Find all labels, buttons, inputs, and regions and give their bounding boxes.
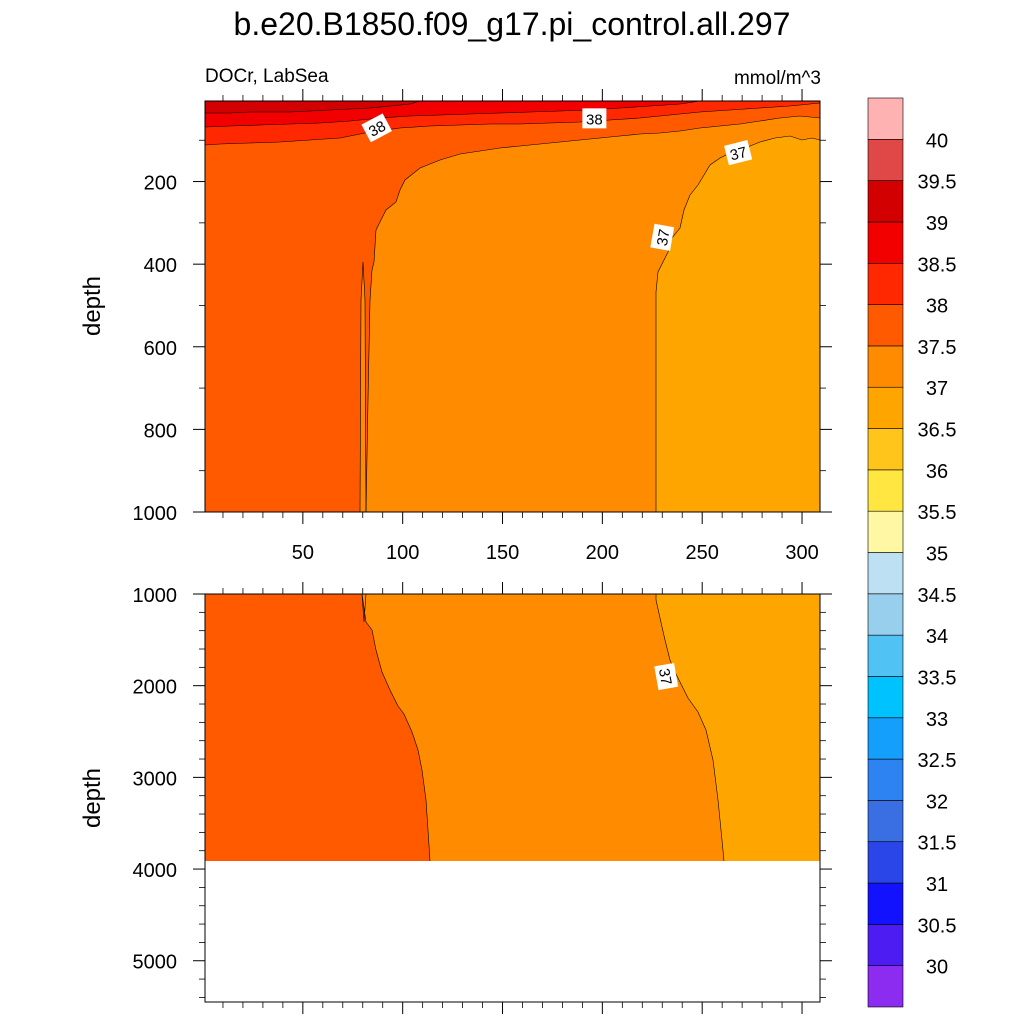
contour-label: 37: [650, 223, 675, 251]
colorbar-swatch: [867, 758, 904, 801]
y-tick-label: 600: [144, 338, 177, 360]
contour-label-text: 38: [586, 111, 603, 128]
colorbar-swatch: [867, 139, 904, 181]
bottom-band-37.5-38: [205, 594, 430, 861]
colorbar-swatch: [867, 717, 904, 760]
colorbar-swatch: [867, 510, 904, 553]
colorbar-level-label: 32.5: [918, 750, 957, 772]
chart-title: b.e20.B1850.f09_g17.pi_control.all.297: [233, 6, 791, 42]
bottom-contour-lines: [361, 594, 725, 862]
colorbar-swatch: [867, 634, 904, 677]
contour-label-text: 38: [366, 118, 389, 141]
colorbar-level-label: 30: [926, 957, 948, 979]
colorbar-level-label: 36: [926, 461, 948, 483]
colorbar-level-label: 35: [926, 544, 948, 566]
bottom-panel-frame: [204, 593, 821, 1003]
contour-label-bg: [654, 662, 679, 691]
colorbar-level-label: 32: [926, 791, 948, 813]
y-tick-label: 800: [144, 420, 177, 442]
contour-label-text: 37: [654, 228, 674, 247]
x-tick-label: 300: [785, 542, 818, 564]
top-y-axis-label: depth: [79, 276, 106, 336]
bottom-contour-labels: 37: [654, 662, 679, 691]
colorbar-swatch: [867, 262, 904, 305]
y-tick-label: 3000: [133, 768, 178, 790]
top-panel-frame: [204, 100, 821, 513]
top-panel-axes: 200 400 600 800 1000 50 100 150 200 250 300: [133, 89, 832, 564]
colorbar-level-label: 33.5: [918, 667, 957, 689]
colorbar-swatch: [867, 593, 904, 636]
colorbar-swatch: [867, 469, 904, 512]
x-tick-label: 100: [386, 542, 419, 564]
colorbar-level-label: 34.5: [918, 585, 957, 607]
colorbar-swatch: [867, 841, 904, 884]
contour-label: 37: [724, 140, 753, 166]
y-tick-label: 5000: [133, 952, 178, 974]
colorbar-swatch: [867, 676, 904, 719]
x-tick-label: 50: [292, 542, 314, 564]
colorbar-level-label: 40: [926, 130, 948, 152]
colorbar-level-label: 39: [926, 213, 948, 235]
colorbar-level-label: 37.5: [918, 337, 957, 359]
ocean-floor-mask: [205, 861, 820, 1002]
colorbar: 30 30.5 31 31.5 32 32.5 33 33.5 34 34.5 35 35.5 36 36…: [867, 97, 957, 1008]
band-39-39.5: [205, 101, 420, 113]
contour-label-bg: [582, 108, 607, 129]
colorbar-swatch: [867, 882, 904, 925]
colorbar-swatch: [867, 965, 904, 1008]
colorbar-swatch: [867, 428, 904, 471]
y-tick-label: 4000: [133, 860, 178, 882]
colorbar-swatch: [867, 386, 904, 429]
colorbar-level-label: 33: [926, 709, 948, 731]
y-tick-label: 1000: [133, 585, 178, 607]
colorbar-swatch: [867, 304, 904, 347]
colorbar-swatch: [867, 552, 904, 595]
colorbar-swatch: [867, 97, 904, 140]
colorbar-level-label: 34: [926, 626, 948, 648]
x-tick-label: 200: [586, 542, 619, 564]
colorbar-level-label: 36.5: [918, 420, 957, 442]
variable-region-label: DOCr, LabSea: [205, 66, 329, 87]
y-tick-label: 400: [144, 255, 177, 277]
colorbar-level-label: 35.5: [918, 502, 957, 524]
colorbar-swatch: [867, 345, 904, 388]
contour-label-bg: [361, 113, 393, 143]
colorbar-level-label: 30.5: [918, 915, 957, 937]
bottom-panel-axes: 1000 2000 3000 4000 5000: [133, 582, 832, 1014]
x-tick-label: 150: [486, 542, 519, 564]
y-tick-label: 1000: [133, 503, 178, 525]
colorbar-level-label: 31.5: [918, 833, 957, 855]
colorbar-swatch: [867, 180, 904, 223]
contour-label: 37: [654, 662, 679, 691]
band-36.5-37: [656, 136, 820, 512]
colorbar-level-label: 38: [926, 296, 948, 318]
contour-label-bg: [650, 223, 675, 251]
bottom-y-axis-label: depth: [79, 768, 106, 828]
colorbar-level-label: 38.5: [918, 254, 957, 276]
bottom-band-36.5-37: [656, 594, 820, 861]
contour-label: 38: [361, 113, 393, 143]
contour-label: 38: [582, 108, 607, 129]
bottom-panel-fills: [205, 594, 820, 1002]
contour-label-text: 37: [655, 667, 675, 686]
colorbar-level-label: 37: [926, 378, 948, 400]
contour-label-bg: [724, 140, 753, 166]
units-label: mmol/m^3: [733, 68, 821, 89]
colorbar-level-label: 39.5: [918, 172, 957, 194]
y-tick-label: 2000: [133, 677, 178, 699]
colorbar-swatch: [867, 924, 904, 966]
top-panel-fills: [205, 101, 820, 512]
y-tick-label: 200: [144, 173, 177, 195]
contour-label-text: 37: [728, 144, 748, 165]
colorbar-level-label: 31: [926, 874, 948, 896]
colorbar-swatch: [867, 800, 904, 843]
x-tick-label: 250: [686, 542, 719, 564]
colorbar-swatch: [867, 221, 904, 264]
band-37-37.5-thin: [360, 262, 366, 512]
top-contour-labels: 38 38 37 37: [361, 108, 753, 251]
band-37.5-38: [205, 101, 820, 512]
